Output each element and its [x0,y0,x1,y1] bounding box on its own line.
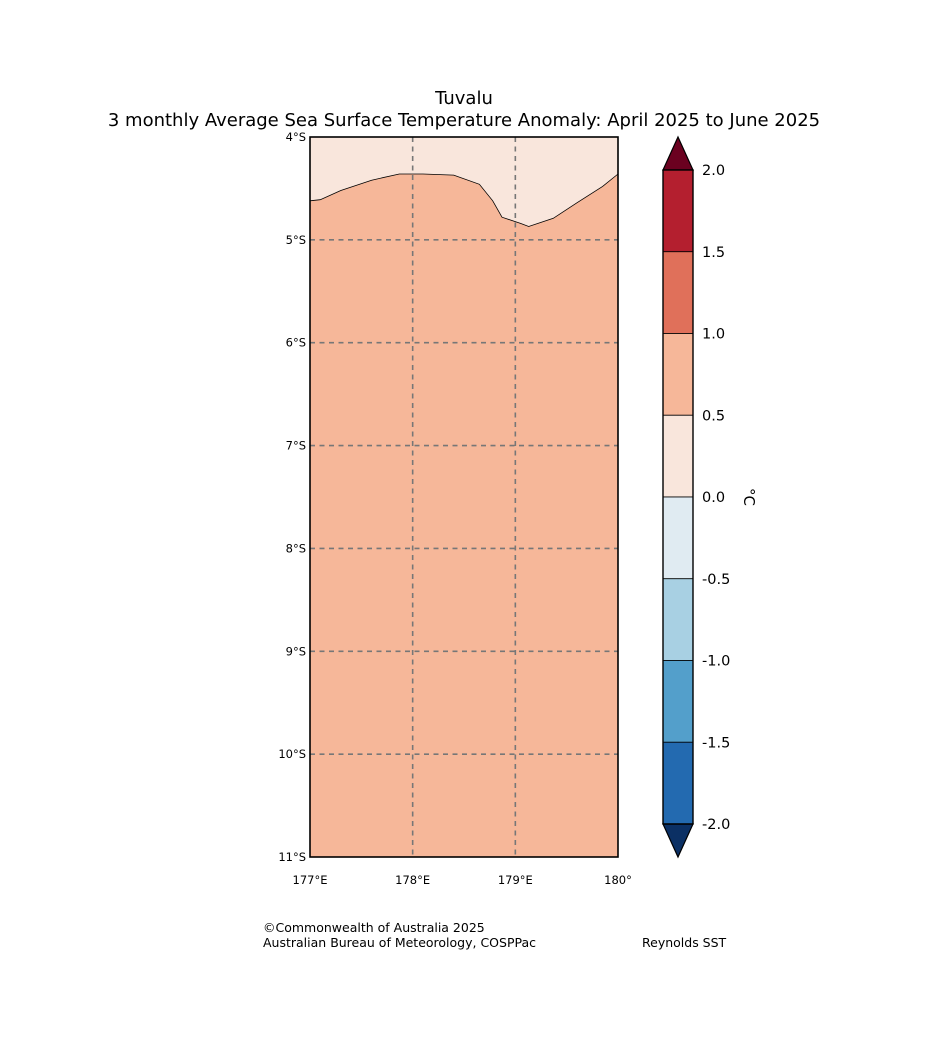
colorbar-tick-label: -0.5 [702,572,730,588]
copyright-text: ©Commonwealth of Australia 2025 [263,920,485,935]
colorbar-tick-label: -1.0 [702,654,730,670]
colorbar-unit-label: °C [740,488,758,506]
lon-label: 179°E [498,873,533,887]
anomaly-fill-0.5-to-1.0 [310,174,618,857]
colorbar-tick-label: -1.5 [702,735,730,751]
lat-label: 6°S [286,336,306,350]
colorbar-level [662,333,694,416]
lat-label: 8°S [286,541,306,555]
map-subtitle: 3 monthly Average Sea Surface Temperatur… [107,110,821,131]
map-panel [309,137,619,857]
lat-label: 10°S [278,747,306,761]
colorbar-tick-label: 1.0 [702,327,725,343]
colorbar-level [662,660,694,743]
lat-label: 9°S [286,644,306,658]
longitude-labels: 177°E 178°E 179°E 180° [293,873,632,887]
latitude-labels: 4°S 5°S 6°S 7°S 8°S 9°S 10°S 11°S [278,130,306,864]
lon-label: 178°E [395,873,430,887]
colorbar-tick-label: -2.0 [702,817,730,833]
lon-label: 177°E [293,873,328,887]
lat-label: 7°S [286,439,306,453]
colorbar-level [662,496,694,580]
map-frame [309,136,619,858]
colorbar-frame [662,169,694,825]
agency-text: Australian Bureau of Meteorology, COSPPa… [263,935,536,950]
colorbar-tick-label: 2.0 [702,163,725,179]
contour-0.5 [309,173,619,227]
colorbar-under-arrow [662,823,694,859]
colorbar-level [662,251,694,334]
colorbar-level [662,741,694,825]
lat-label: 11°S [278,850,306,864]
dataset-text: Reynolds SST [642,935,727,950]
colorbar-over-arrow [662,135,694,171]
colorbar-level [662,414,694,498]
map-title: Tuvalu [435,88,493,109]
colorbar [662,135,694,859]
lat-label: 5°S [286,233,306,247]
colorbar-level [662,169,694,253]
colorbar-tick-labels: 2.0 1.5 1.0 0.5 0.0 -0.5 -1.0 -1.5 -2.0 [702,163,730,833]
lon-label: 180° [604,873,632,887]
gridlines [310,137,618,857]
colorbar-tick-label: 0.5 [702,408,725,424]
colorbar-level [662,578,694,661]
lat-label: 4°S [286,130,306,144]
colorbar-tick-label: 1.5 [702,245,725,261]
colorbar-tick-label: 0.0 [702,490,725,506]
